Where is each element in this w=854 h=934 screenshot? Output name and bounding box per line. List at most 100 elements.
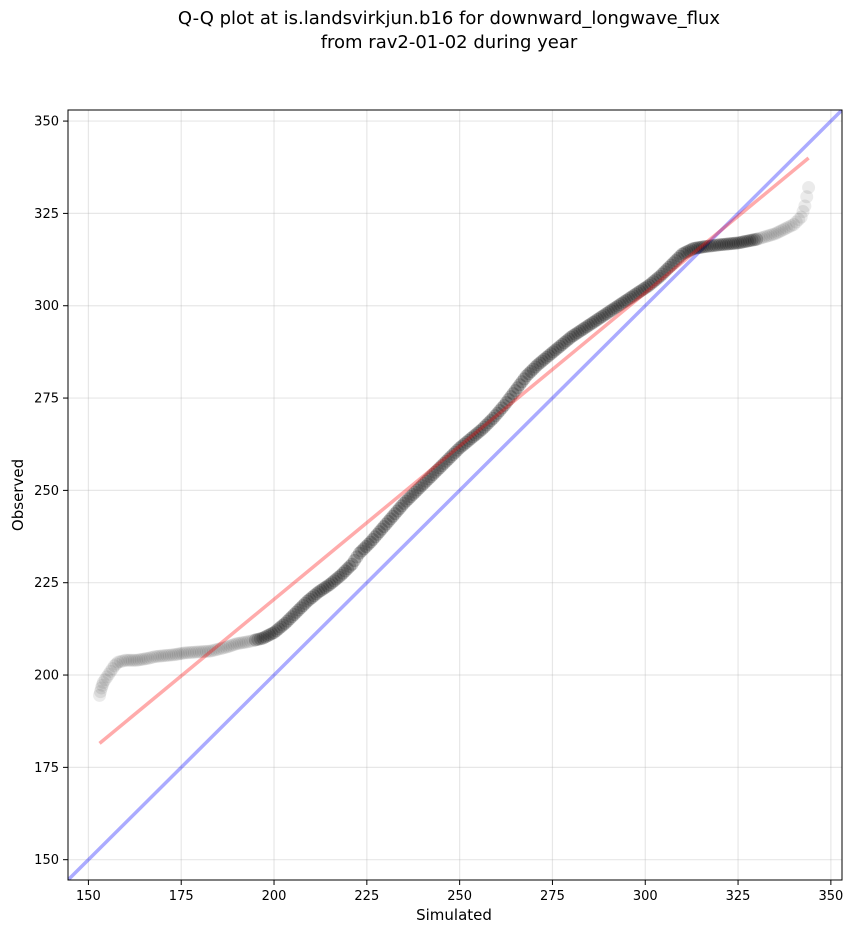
quantile-point bbox=[404, 490, 418, 504]
quantile-point bbox=[148, 650, 162, 664]
quantile-point bbox=[528, 360, 542, 374]
quantile-point bbox=[768, 227, 782, 241]
quantile-point bbox=[225, 638, 239, 652]
quantile-point bbox=[671, 251, 685, 265]
quantile-point bbox=[695, 240, 709, 254]
quantile-point bbox=[708, 238, 722, 252]
quantile-point bbox=[406, 487, 420, 501]
quantile-point bbox=[93, 688, 107, 702]
quantile-point bbox=[430, 463, 444, 477]
quantile-point bbox=[338, 564, 352, 578]
quantile-point bbox=[613, 298, 627, 312]
quantile-point bbox=[719, 237, 733, 251]
quantile-point bbox=[609, 301, 623, 315]
quantile-point bbox=[508, 384, 522, 398]
quantile-point bbox=[546, 345, 560, 359]
quantile-point bbox=[511, 381, 525, 395]
quantile-point bbox=[428, 465, 442, 479]
quantile-point bbox=[459, 435, 473, 449]
quantile-point bbox=[294, 601, 308, 615]
quantile-point bbox=[560, 334, 574, 348]
x-tick-label: 200 bbox=[262, 889, 287, 904]
quantile-point bbox=[292, 603, 306, 617]
quantile-point bbox=[194, 645, 208, 659]
quantile-point bbox=[468, 428, 482, 442]
quantile-point bbox=[125, 653, 139, 667]
quantile-point bbox=[577, 321, 591, 335]
quantile-point bbox=[573, 324, 587, 338]
quantile-point bbox=[327, 574, 341, 588]
quantile-point bbox=[488, 409, 502, 423]
quantile-point bbox=[713, 238, 726, 252]
quantile-point bbox=[223, 639, 237, 653]
quantile-point bbox=[271, 622, 285, 636]
quantile-point bbox=[548, 343, 562, 357]
quantile-point bbox=[462, 434, 476, 448]
quantile-point bbox=[187, 645, 201, 659]
quantile-point bbox=[715, 238, 729, 252]
quantile-point bbox=[792, 213, 806, 227]
quantile-point bbox=[499, 395, 513, 409]
quantile-point bbox=[620, 293, 634, 307]
y-tick-label: 250 bbox=[34, 484, 59, 499]
quantile-point bbox=[757, 230, 771, 244]
x-axis-label: Simulated bbox=[416, 906, 492, 924]
quantile-point bbox=[519, 369, 533, 383]
quantile-point bbox=[305, 590, 319, 604]
quantile-point bbox=[104, 664, 118, 678]
quantile-point bbox=[764, 228, 778, 242]
quantile-point bbox=[531, 358, 545, 372]
quantile-point bbox=[580, 320, 594, 334]
quantile-point bbox=[119, 653, 133, 667]
quantile-point bbox=[102, 667, 116, 681]
quantile-point bbox=[397, 496, 411, 510]
y-tick-label: 200 bbox=[34, 669, 59, 684]
quantile-point bbox=[551, 341, 565, 355]
quantile-point bbox=[280, 614, 294, 628]
quantile-point bbox=[740, 234, 754, 248]
quantile-point bbox=[733, 235, 747, 249]
quantile-point bbox=[151, 649, 165, 663]
quantile-point bbox=[662, 260, 676, 274]
quantile-point bbox=[775, 223, 789, 237]
quantile-point bbox=[777, 222, 791, 236]
quantile-point bbox=[410, 483, 424, 497]
quantile-point bbox=[379, 517, 393, 531]
quantile-point bbox=[309, 587, 323, 601]
x-tick-label: 325 bbox=[726, 889, 751, 904]
quantile-point bbox=[747, 233, 761, 247]
quantile-point bbox=[368, 530, 382, 544]
quantile-point bbox=[743, 234, 757, 248]
x-tick-label: 150 bbox=[76, 889, 101, 904]
quantile-point bbox=[350, 550, 364, 564]
quantile-point bbox=[132, 653, 146, 667]
fit-line bbox=[98, 156, 810, 745]
quantile-point bbox=[401, 492, 415, 506]
quantile-point bbox=[473, 424, 487, 438]
quantile-point bbox=[564, 330, 578, 344]
quantile-point bbox=[260, 629, 274, 643]
quantile-point bbox=[347, 554, 361, 568]
quantile-point bbox=[689, 241, 703, 255]
y-tick-label: 275 bbox=[34, 392, 59, 407]
quantile-point bbox=[320, 579, 334, 593]
quantile-point bbox=[495, 401, 509, 415]
quantile-point bbox=[759, 229, 773, 243]
quantile-point bbox=[136, 652, 150, 666]
quantile-point bbox=[515, 375, 529, 389]
quantile-point bbox=[267, 626, 281, 640]
y-tick-label: 225 bbox=[34, 576, 59, 591]
x-tick-label: 300 bbox=[633, 889, 658, 904]
x-tick-label: 275 bbox=[540, 889, 565, 904]
identity-line bbox=[68, 110, 842, 880]
quantile-point bbox=[553, 339, 567, 353]
quantile-point bbox=[502, 393, 516, 407]
quantile-point bbox=[413, 481, 427, 495]
quantile-point bbox=[752, 232, 766, 246]
quantile-point bbox=[470, 426, 484, 440]
quantile-point bbox=[276, 618, 290, 632]
quantile-point bbox=[568, 327, 582, 341]
quantile-point bbox=[631, 286, 645, 300]
quantile-point bbox=[482, 416, 496, 430]
quantile-point bbox=[653, 269, 667, 283]
